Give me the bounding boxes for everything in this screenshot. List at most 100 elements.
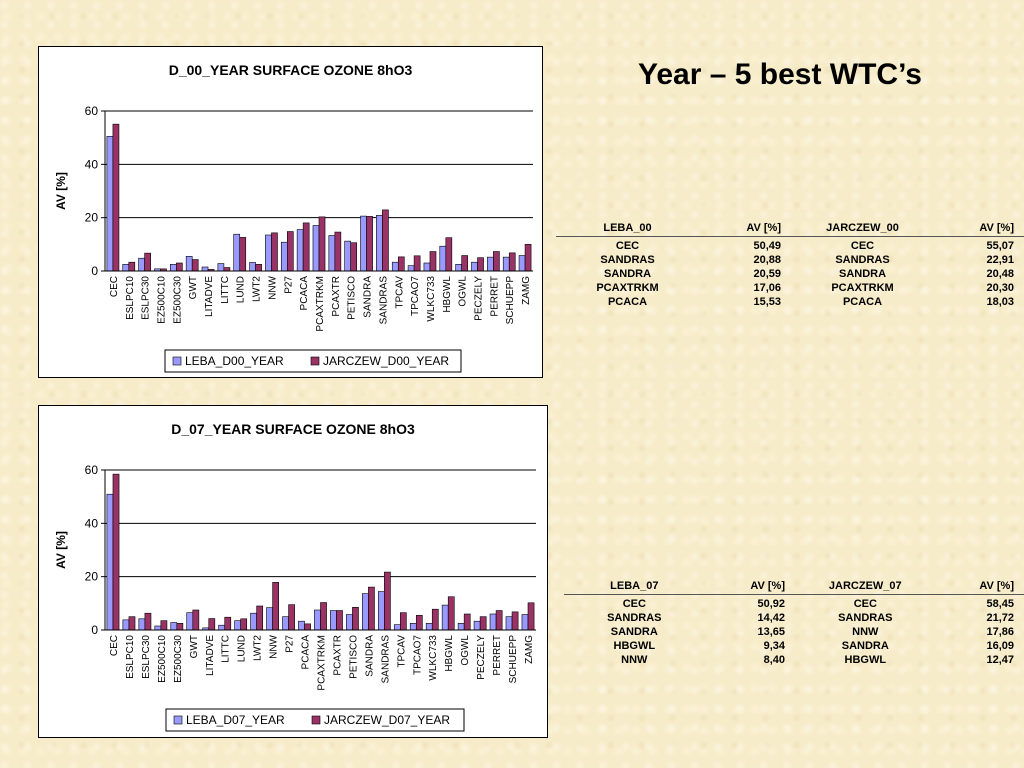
x-tick-label: ESLPC30 xyxy=(141,635,152,679)
bar-leba xyxy=(233,233,241,272)
bar-jarczew xyxy=(400,612,407,631)
bar-leba xyxy=(280,241,288,272)
cell: PCACA xyxy=(607,296,648,308)
chart-title: D_07_YEAR SURFACE OZONE 8hO3 xyxy=(171,421,415,437)
cell: SANDRA xyxy=(603,268,652,280)
x-tick-label: OGWL xyxy=(460,635,471,666)
bar-leba xyxy=(266,607,273,631)
cell: PCAXTRKM xyxy=(596,282,659,294)
x-tick-label: PERRET xyxy=(492,635,503,676)
x-tick-label: EZ500C30 xyxy=(173,635,184,683)
bar-leba xyxy=(423,262,431,272)
x-tick-label: TPCAV xyxy=(396,635,407,668)
bar-jarczew xyxy=(336,610,343,631)
cell: 9,34 xyxy=(763,640,785,652)
bar-leba xyxy=(314,609,321,631)
bar-leba xyxy=(201,266,209,272)
header-leba: LEBA_07 xyxy=(564,580,705,595)
x-tick-label: OGWL xyxy=(458,276,469,307)
bar-jarczew xyxy=(288,604,295,631)
x-tick-label: PCACA xyxy=(301,635,312,670)
cell: SANDRA xyxy=(838,268,887,280)
cell: NNW xyxy=(621,654,648,666)
bar-leba xyxy=(106,136,114,272)
table-row: SANDRAS 20,88 SANDRAS 22,91 xyxy=(556,253,1024,267)
bar-jarczew xyxy=(256,605,264,631)
cell: NNW xyxy=(852,626,879,638)
x-tick-label: SANDRAS xyxy=(380,635,391,684)
x-tick-label: LITADVE xyxy=(205,635,216,676)
cell: PCAXTRKM xyxy=(831,282,894,294)
cell: 20,30 xyxy=(986,282,1014,294)
y-tick-label: 20 xyxy=(85,211,99,225)
x-tick-label: CEC xyxy=(109,635,120,656)
bar-leba xyxy=(502,256,510,272)
x-tick-label: HBGWL xyxy=(444,635,455,672)
bar-jarczew xyxy=(176,623,184,631)
cell: 13,65 xyxy=(757,626,785,638)
bar-leba xyxy=(471,261,478,272)
x-tick-label: WLKC733 xyxy=(426,276,437,322)
bar-jarczew xyxy=(382,209,389,272)
bar-leba xyxy=(407,265,415,272)
cell: SANDRA xyxy=(610,626,658,638)
x-tick-label: ESLPC10 xyxy=(125,276,136,320)
bar-jarczew xyxy=(413,255,421,272)
cell: 17,86 xyxy=(986,626,1014,638)
bar-jarczew xyxy=(320,602,327,631)
x-tick-label: ESLPC30 xyxy=(141,276,152,320)
table-d07: LEBA_07 AV [%] JARCZEW_07 AV [%] CEC 50,… xyxy=(564,580,1024,667)
x-tick-label: GWT xyxy=(188,276,199,299)
header-av: AV [%] xyxy=(935,580,1024,595)
bar-leba xyxy=(298,620,305,631)
header-jarczew: JARCZEW_00 xyxy=(791,222,935,237)
cell: 55,07 xyxy=(986,240,1014,252)
bar-leba xyxy=(282,616,289,631)
x-tick-label: PCAXTR xyxy=(332,635,343,676)
table-row: SANDRA 20,59 SANDRA 20,48 xyxy=(556,267,1024,281)
cell: CEC xyxy=(622,598,646,610)
cell: SANDRAS xyxy=(838,612,893,624)
x-tick-label: P27 xyxy=(283,276,294,294)
bar-jarczew xyxy=(511,611,519,631)
legend-entry: JARCZEW_D00_YEAR xyxy=(323,354,449,368)
x-tick-label: ZAMG xyxy=(524,635,535,664)
bar-jarczew xyxy=(524,244,532,272)
header-leba: LEBA_00 xyxy=(556,222,700,237)
x-tick-label: EZ500C10 xyxy=(156,276,167,324)
table-header-row: LEBA_00 AV [%] JARCZEW_00 AV [%] xyxy=(556,222,1024,237)
table-d00: LEBA_00 AV [%] JARCZEW_00 AV [%] CEC 50,… xyxy=(556,222,1024,309)
bar-jarczew xyxy=(112,473,120,631)
x-tick-label: ESLPC10 xyxy=(125,635,136,679)
bar-leba xyxy=(138,618,146,631)
x-tick-label: SANDRA xyxy=(364,635,375,677)
cell: 14,42 xyxy=(757,612,785,624)
bar-leba xyxy=(441,604,449,631)
x-tick-label: LWT2 xyxy=(252,276,263,302)
bar-leba xyxy=(170,264,177,272)
bar-jarczew xyxy=(493,251,500,272)
cell: CEC xyxy=(853,598,877,610)
bar-jarczew xyxy=(191,259,199,272)
bar-jarczew xyxy=(368,586,375,631)
bar-leba xyxy=(409,623,417,631)
bar-leba xyxy=(296,229,304,272)
bar-leba xyxy=(473,620,481,631)
bar-jarczew xyxy=(176,262,183,272)
x-tick-label: PERRET xyxy=(489,276,500,317)
table-row: CEC 50,92 CEC 58,45 xyxy=(564,595,1024,612)
cell: 17,06 xyxy=(753,282,781,294)
cell: CEC xyxy=(850,240,875,252)
bar-leba xyxy=(393,624,401,631)
cell: 20,48 xyxy=(986,268,1014,280)
bar-leba xyxy=(330,610,337,631)
legend-entry: LEBA_D00_YEAR xyxy=(185,354,284,368)
bar-leba xyxy=(360,215,367,272)
bar-jarczew xyxy=(431,608,439,631)
table-row: PCACA 15,53 PCACA 18,03 xyxy=(556,295,1024,309)
bar-leba xyxy=(234,620,241,631)
y-axis-label: AV [%] xyxy=(54,172,68,210)
cell: HBGWL xyxy=(844,654,887,666)
x-tick-label: PCAXTRKM xyxy=(315,276,326,332)
cell: 15,53 xyxy=(753,296,781,308)
